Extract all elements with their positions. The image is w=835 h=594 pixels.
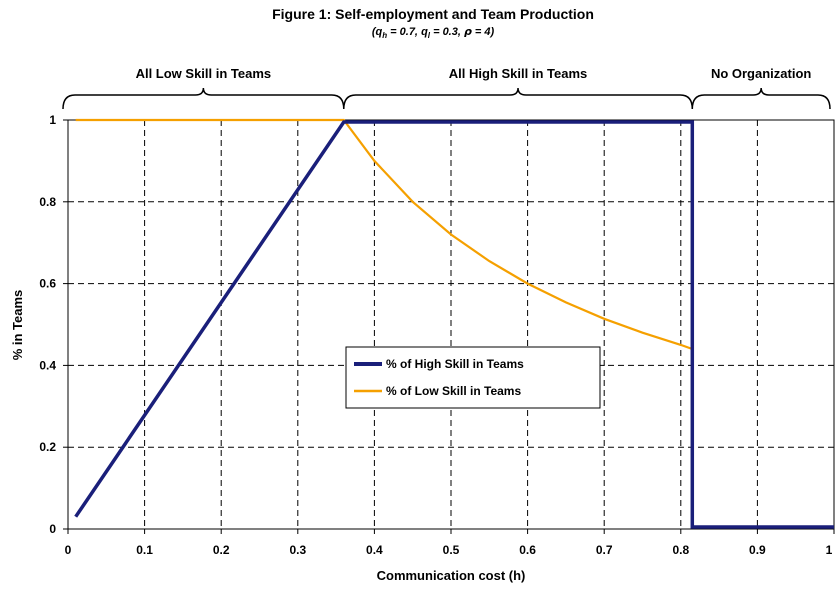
region-brace [343,87,694,110]
legend-label-high: % of High Skill in Teams [386,357,524,371]
x-tick-label: 0.9 [749,543,766,557]
x-tick-label: 0.7 [596,543,613,557]
region-label: All High Skill in Teams [449,66,587,81]
y-axis-ticks: 0 0.2 0.4 0.6 0.8 1 [39,113,68,536]
x-tick-label: 0 [65,543,72,557]
x-tick-label: 0.1 [136,543,153,557]
y-tick-label: 0 [49,522,56,536]
region-label: No Organization [711,66,811,81]
x-tick-label: 0.5 [443,543,460,557]
region-brace [691,87,831,110]
series-line-low-skill [75,118,834,529]
x-axis-label: Communication cost (h) [377,568,526,583]
y-tick-label: 0.8 [39,195,56,209]
x-tick-label: 0.3 [289,543,306,557]
x-tick-label: 0.6 [519,543,536,557]
series-lines [74,118,834,529]
x-tick-label: 1 [826,543,833,557]
x-axis-ticks: 0 0.1 0.2 0.3 0.4 0.5 0.6 0.7 0.8 0.9 1 [65,529,835,557]
x-tick-label: 0.2 [213,543,230,557]
chart-title: Figure 1: Self-employment and Team Produ… [272,6,594,22]
region-brace [62,87,345,110]
legend-label-low: % of Low Skill in Teams [386,384,521,398]
y-tick-label: 0.4 [39,358,56,372]
y-tick-label: 0.2 [39,440,56,454]
y-axis-label: % in Teams [10,290,25,361]
y-tick-label: 0.6 [39,277,56,291]
series-line-high-skill [74,120,834,529]
chart-subtitle: (qh = 0.7, ql = 0.3, ρ = 4) [372,25,495,40]
gridlines [68,120,834,529]
region-annotations: All Low Skill in Teams All High Skill in … [62,66,831,110]
legend: % of High Skill in Teams % of Low Skill … [345,346,601,409]
y-tick-label: 1 [49,113,56,127]
legend-box [345,346,601,409]
x-tick-label: 0.4 [366,543,383,557]
x-tick-label: 0.8 [672,543,689,557]
region-label: All Low Skill in Teams [136,66,272,81]
